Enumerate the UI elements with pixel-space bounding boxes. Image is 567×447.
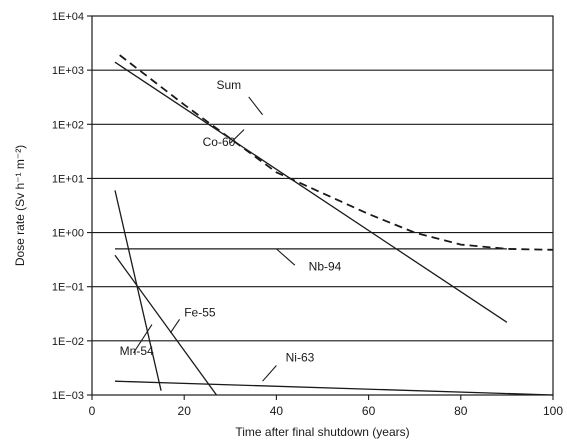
leader-sum	[248, 96, 264, 116]
x-axis-label: Time after final shutdown (years)	[235, 425, 409, 439]
label-nb-94: Nb-94	[309, 259, 342, 273]
grid-lines	[92, 69, 553, 342]
x-tick-label: 100	[543, 404, 563, 418]
series-fe-55-line	[114, 254, 218, 396]
leader-fe-55	[169, 319, 181, 334]
axis-ticks: 1E−03 1E−02 1E−01 1E+00 1E+01 1E+02 1E+03 1E+04…	[52, 11, 563, 418]
leader-mn-54	[133, 324, 153, 354]
leader-ni-63	[262, 365, 277, 382]
x-tick-label: 20	[178, 404, 192, 418]
y-tick-label: 1E+02	[52, 119, 84, 131]
label-mn-54: Mn-54	[120, 344, 154, 358]
series-mn-54-line	[114, 190, 162, 391]
x-tick-label: 40	[270, 404, 284, 418]
y-tick-label: 1E−03	[52, 390, 84, 402]
y-tick-label: 1E+04	[52, 11, 84, 23]
plot-frame	[91, 15, 554, 396]
y-tick-label: 1E+03	[52, 65, 84, 77]
y-tick-label: 1E+00	[52, 228, 84, 240]
label-fe-55: Fe-55	[184, 306, 216, 320]
y-tick-label: 1E−02	[52, 336, 84, 348]
x-tick-label: 60	[362, 404, 376, 418]
series-sum-line	[119, 54, 554, 251]
leader-nb-94	[276, 248, 296, 266]
label-sum: Sum	[216, 78, 241, 92]
series-lines	[114, 54, 554, 396]
y-tick-label: 1E+01	[52, 173, 84, 185]
y-axis-label: Dose rate (Sv h⁻¹ m⁻²)	[13, 145, 27, 266]
x-tick-label: 80	[454, 404, 468, 418]
series-co-60-line	[114, 61, 508, 323]
leader-co-60	[229, 129, 245, 144]
x-tick-label: 0	[89, 404, 96, 418]
label-co-60: Co-60	[203, 135, 236, 149]
series-ni-63-line	[114, 380, 554, 396]
series-annotations: Sum Co-60 Nb-94 Fe-55 Mn-54 Ni-63	[120, 78, 342, 382]
y-tick-label: 1E−01	[52, 282, 84, 294]
label-ni-63: Ni-63	[286, 350, 315, 364]
